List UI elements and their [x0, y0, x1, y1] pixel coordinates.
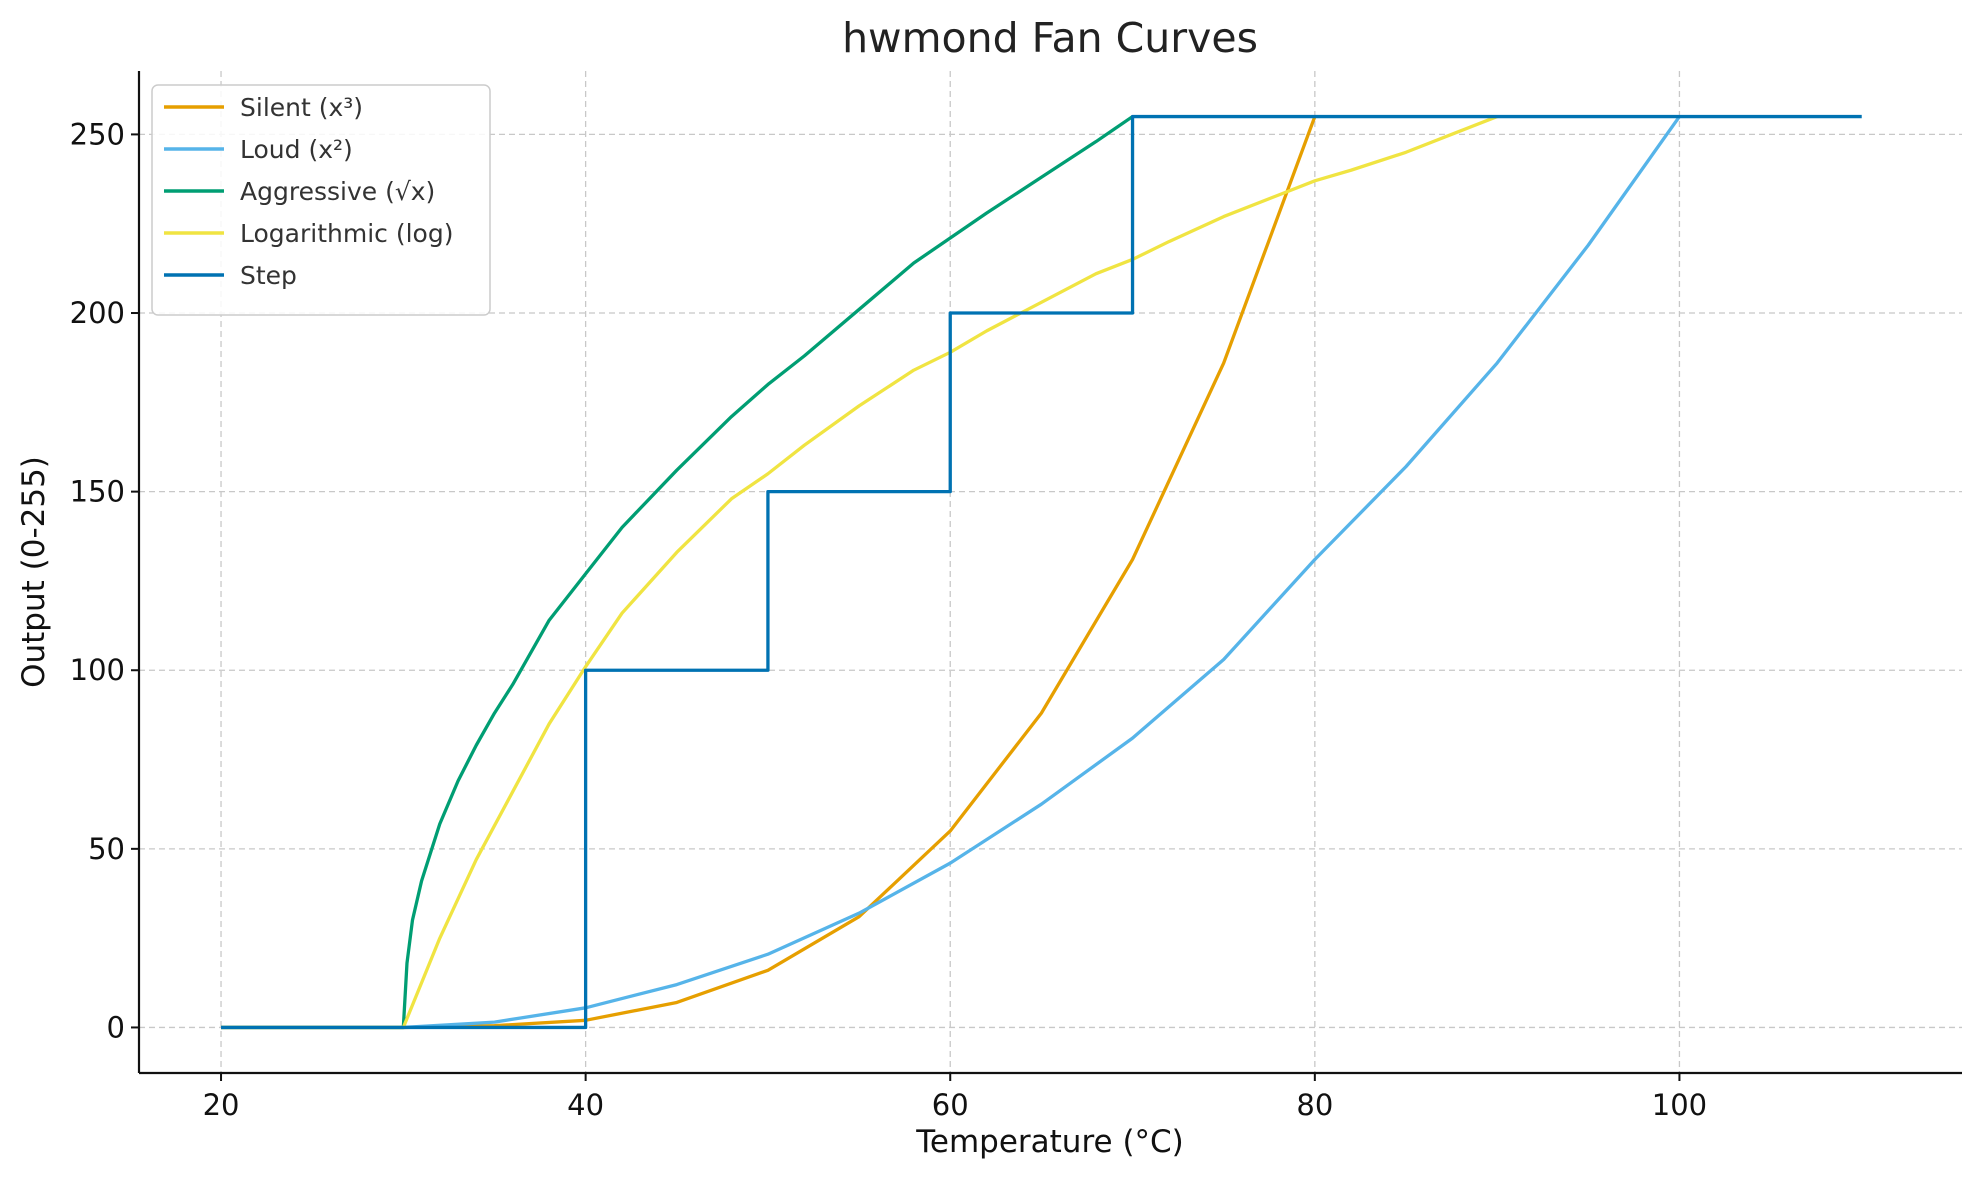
plot-area [221, 114, 1862, 1030]
legend-label: Aggressive (√x) [240, 177, 435, 206]
series-line-2 [221, 115, 1681, 1030]
y-tick-label: 200 [70, 296, 125, 330]
y-axis-label: Output (0-255) [16, 456, 52, 688]
y-tick-label: 50 [88, 832, 125, 866]
x-tick-label: 100 [1652, 1088, 1707, 1122]
x-tick-label: 80 [1296, 1088, 1333, 1122]
y-tick-label: 100 [70, 653, 125, 687]
series-line-5 [221, 114, 1862, 1030]
y-tick-label: 0 [107, 1010, 125, 1044]
x-tick-label: 40 [567, 1088, 604, 1122]
ticks: 20 40 60 80 100 0 50 100 150 200 250 [70, 117, 1707, 1122]
legend-box [151, 84, 491, 316]
x-axis-label: Temperature (°C) [915, 1124, 1184, 1160]
x-tick-label: 20 [203, 1088, 240, 1122]
legend: Silent (x³) Loud (x²) Aggressive (√x) Logar… [151, 84, 491, 316]
legend-label: Logarithmic (log) [240, 219, 453, 248]
legend-label: Loud (x²) [240, 135, 353, 164]
legend-label: Step [240, 261, 297, 290]
y-tick-label: 250 [70, 117, 125, 151]
y-tick-label: 150 [70, 475, 125, 509]
chart-title: hwmond Fan Curves [842, 14, 1258, 62]
axes [137, 71, 1962, 1075]
series-line-3 [221, 115, 1134, 1030]
legend-label: Silent (x³) [240, 93, 363, 122]
series-line-4 [221, 115, 1498, 1030]
x-tick-label: 60 [932, 1088, 969, 1122]
